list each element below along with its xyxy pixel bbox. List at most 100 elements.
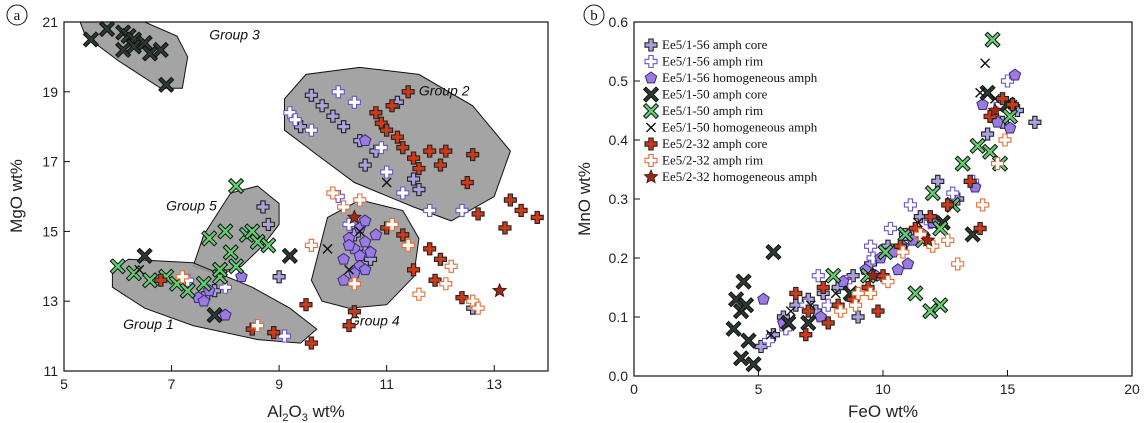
data-point: [761, 334, 776, 348]
data-point: [471, 207, 485, 221]
y-tick-label: 0.6: [609, 14, 629, 30]
data-point: [175, 270, 189, 284]
legend-marker: [644, 137, 658, 151]
data-point: [780, 314, 797, 332]
y-tick-label: 0.4: [609, 132, 629, 148]
data-point: [244, 223, 261, 240]
data-point: [337, 200, 351, 214]
data-point: [920, 232, 936, 247]
axes: 0 5 10 15 20 0.0 0.1 0.2 0.3 0.4 0.5 0.6: [609, 14, 1140, 397]
data-point: [358, 134, 372, 147]
data-point: [358, 235, 372, 248]
data-point: [412, 162, 426, 176]
legend-marker: [642, 102, 660, 120]
scatter-points: [725, 31, 1042, 373]
x-label-o: O: [289, 402, 302, 421]
y-tick-label: 0.0: [609, 368, 629, 384]
data-point: [115, 41, 132, 59]
data-point: [369, 106, 383, 120]
data-point: [152, 41, 169, 59]
data-point: [158, 76, 175, 93]
data-point: [891, 263, 905, 276]
data-point: [969, 137, 986, 155]
data-point: [976, 97, 989, 110]
data-point: [932, 297, 949, 314]
data-point: [1000, 74, 1015, 88]
data-point: [337, 120, 351, 134]
data-point: [923, 210, 937, 224]
scatter-points: [82, 20, 544, 350]
panel-b-label-circle: [583, 4, 605, 26]
data-point: [941, 233, 955, 247]
data-point: [136, 247, 153, 264]
data-point: [304, 238, 318, 252]
data-point: [249, 233, 266, 250]
data-point: [407, 263, 421, 277]
x-label-sub-2: 2: [282, 412, 288, 423]
series-9: [346, 209, 508, 298]
data-point: [337, 252, 350, 265]
data-point: [834, 304, 848, 318]
group-label: Group 2: [419, 82, 470, 98]
series-2: [761, 74, 1015, 348]
data-point: [1003, 121, 1017, 134]
data-point: [816, 280, 830, 295]
data-point: [227, 177, 245, 195]
data-point: [344, 264, 355, 275]
data-point: [821, 298, 835, 312]
data-point: [976, 198, 990, 212]
data-point: [737, 297, 755, 314]
data-point: [347, 305, 361, 319]
data-point: [444, 259, 458, 273]
y-tick-label: 17: [42, 154, 58, 170]
y-tick-label: 21: [42, 14, 58, 30]
data-point: [865, 267, 881, 283]
data-point: [799, 328, 813, 342]
data-point: [272, 270, 286, 284]
legend-marker: [642, 86, 660, 103]
data-point: [322, 243, 333, 254]
panel-b: b 0 5 10 15 20 0.0 0.1 0.2 0.3 0.4 0.5 0.6 Ee5/1-56…: [575, 4, 1140, 421]
data-point: [987, 102, 1003, 118]
legend-entry: Ee5/1-50 amph rim: [662, 103, 763, 118]
x-tick-label: 0: [630, 381, 638, 397]
legend-marker: [643, 168, 659, 184]
x-tick-label: 13: [486, 376, 502, 392]
data-point: [261, 217, 275, 231]
x-label-sub-3: 3: [302, 412, 308, 423]
data-point: [218, 280, 232, 294]
data-point: [735, 273, 752, 290]
legend-entry: Ee5/1-56 homogeneous amph: [662, 70, 818, 85]
data-point: [369, 228, 383, 241]
data-point: [195, 275, 212, 292]
data-point: [455, 203, 469, 218]
data-point: [801, 304, 815, 318]
data-point: [922, 302, 939, 320]
y-tick-label: 11: [43, 363, 58, 379]
data-point: [396, 228, 410, 242]
data-point: [217, 223, 234, 240]
y-tick-label: 15: [42, 223, 58, 239]
data-point: [315, 99, 329, 113]
data-point: [125, 265, 143, 282]
data-point: [82, 31, 100, 48]
data-point: [503, 193, 517, 207]
group-label: Group 5: [166, 197, 217, 213]
group-region-2: [284, 66, 511, 222]
y-tick-label: 0.3: [609, 191, 629, 207]
legend-marker: [644, 71, 658, 84]
data-point: [846, 269, 860, 283]
data-point: [423, 203, 437, 218]
data-point: [765, 329, 776, 340]
group-label: Group 3: [209, 26, 260, 42]
data-point: [342, 319, 356, 333]
data-point: [154, 273, 168, 287]
data-point: [907, 285, 924, 302]
data-point: [932, 220, 949, 237]
panel-a: a Group 3 Group 2 Group 5 Group 4 Group 1 5 7…: [6, 4, 549, 423]
x-label-al: Al: [267, 402, 282, 421]
legend-entry: Ee5/2-32 amph rim: [662, 153, 763, 168]
data-point: [851, 286, 865, 300]
legend-entry: Ee5/2-32 homogeneous amph: [662, 169, 818, 184]
